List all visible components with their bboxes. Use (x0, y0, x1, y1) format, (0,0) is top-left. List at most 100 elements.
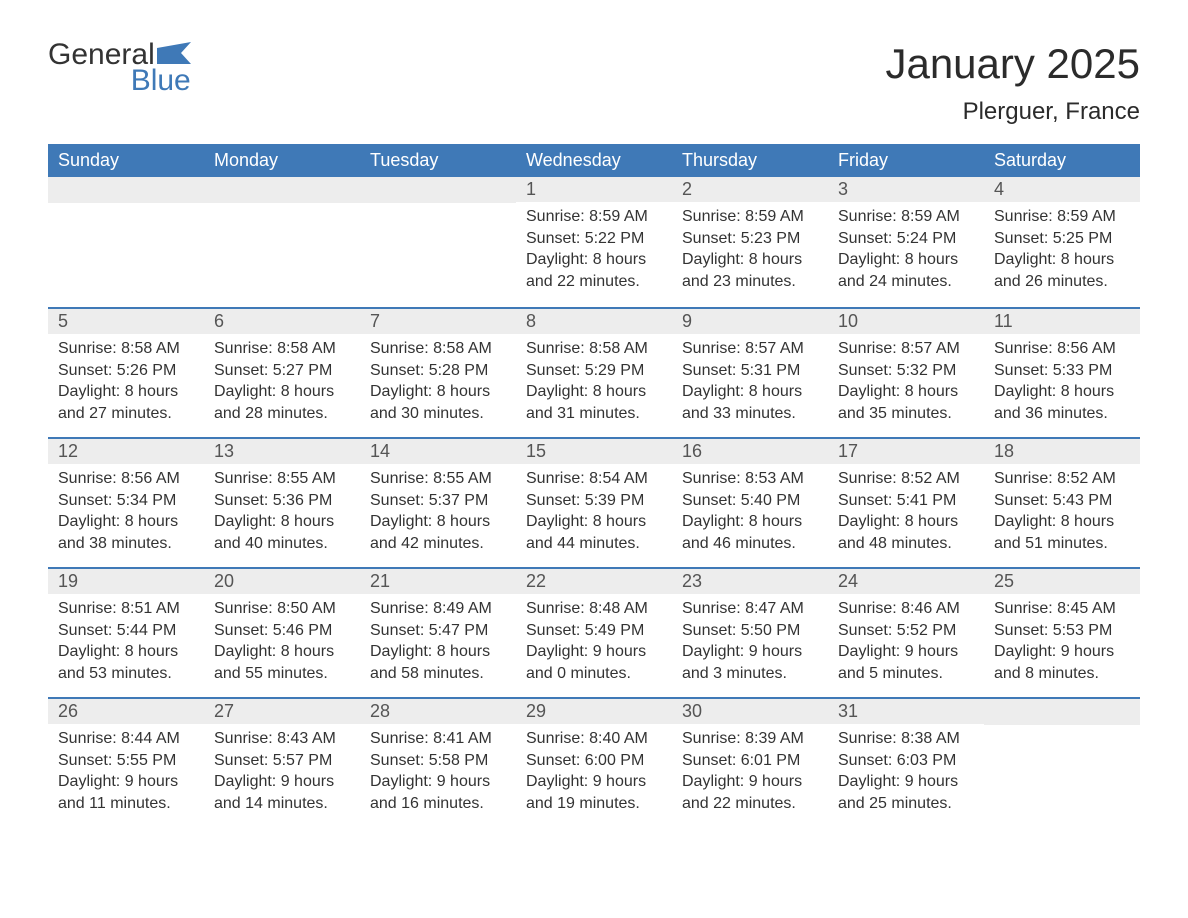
day-dl2: and 38 minutes. (58, 533, 194, 555)
day-dl1: Daylight: 8 hours (526, 511, 662, 533)
day-dl2: and 28 minutes. (214, 403, 350, 425)
day-number: 2 (672, 177, 828, 202)
calendar-body: 1Sunrise: 8:59 AMSunset: 5:22 PMDaylight… (48, 177, 1140, 827)
day-dl2: and 5 minutes. (838, 663, 974, 685)
weekday-header: Saturday (984, 144, 1140, 177)
day-sunrise: Sunrise: 8:58 AM (214, 338, 350, 360)
location: Plerguer, France (885, 98, 1140, 126)
day-number: 7 (360, 309, 516, 334)
day-dl2: and 3 minutes. (682, 663, 818, 685)
day-dl2: and 24 minutes. (838, 271, 974, 293)
day-sunrise: Sunrise: 8:58 AM (370, 338, 506, 360)
day-dl1: Daylight: 8 hours (370, 641, 506, 663)
day-sunset: Sunset: 5:58 PM (370, 750, 506, 772)
day-dl1: Daylight: 9 hours (58, 771, 194, 793)
day-dl2: and 42 minutes. (370, 533, 506, 555)
day-sunrise: Sunrise: 8:41 AM (370, 728, 506, 750)
day-number: 20 (204, 569, 360, 594)
day-details: Sunrise: 8:59 AMSunset: 5:22 PMDaylight:… (516, 202, 672, 304)
day-dl2: and 19 minutes. (526, 793, 662, 815)
calendar-day: 6Sunrise: 8:58 AMSunset: 5:27 PMDaylight… (204, 309, 360, 437)
weekday-header: Tuesday (360, 144, 516, 177)
day-sunrise: Sunrise: 8:40 AM (526, 728, 662, 750)
day-number: 14 (360, 439, 516, 464)
day-dl1: Daylight: 8 hours (994, 511, 1130, 533)
day-details: Sunrise: 8:56 AMSunset: 5:34 PMDaylight:… (48, 464, 204, 566)
day-details: Sunrise: 8:57 AMSunset: 5:32 PMDaylight:… (828, 334, 984, 436)
calendar-day: 31Sunrise: 8:38 AMSunset: 6:03 PMDayligh… (828, 699, 984, 827)
weekday-header: Monday (204, 144, 360, 177)
day-dl1: Daylight: 9 hours (526, 641, 662, 663)
calendar-day (48, 177, 204, 307)
day-sunset: Sunset: 5:46 PM (214, 620, 350, 642)
day-sunrise: Sunrise: 8:56 AM (994, 338, 1130, 360)
day-sunset: Sunset: 5:39 PM (526, 490, 662, 512)
day-number: 11 (984, 309, 1140, 334)
calendar-day: 30Sunrise: 8:39 AMSunset: 6:01 PMDayligh… (672, 699, 828, 827)
calendar-day: 9Sunrise: 8:57 AMSunset: 5:31 PMDaylight… (672, 309, 828, 437)
day-dl2: and 23 minutes. (682, 271, 818, 293)
day-sunrise: Sunrise: 8:55 AM (214, 468, 350, 490)
day-details: Sunrise: 8:52 AMSunset: 5:41 PMDaylight:… (828, 464, 984, 566)
weekday-header: Thursday (672, 144, 828, 177)
calendar-week: 5Sunrise: 8:58 AMSunset: 5:26 PMDaylight… (48, 307, 1140, 437)
day-number (48, 177, 204, 203)
day-sunset: Sunset: 5:55 PM (58, 750, 194, 772)
day-dl2: and 11 minutes. (58, 793, 194, 815)
day-details: Sunrise: 8:55 AMSunset: 5:37 PMDaylight:… (360, 464, 516, 566)
weekday-header: Sunday (48, 144, 204, 177)
calendar-day: 28Sunrise: 8:41 AMSunset: 5:58 PMDayligh… (360, 699, 516, 827)
title-block: January 2025 Plerguer, France (885, 40, 1140, 126)
day-number (984, 699, 1140, 725)
day-number: 27 (204, 699, 360, 724)
day-dl1: Daylight: 8 hours (370, 381, 506, 403)
day-sunrise: Sunrise: 8:45 AM (994, 598, 1130, 620)
day-sunrise: Sunrise: 8:58 AM (58, 338, 194, 360)
day-dl1: Daylight: 8 hours (58, 381, 194, 403)
day-dl2: and 44 minutes. (526, 533, 662, 555)
day-details: Sunrise: 8:44 AMSunset: 5:55 PMDaylight:… (48, 724, 204, 826)
calendar-day: 18Sunrise: 8:52 AMSunset: 5:43 PMDayligh… (984, 439, 1140, 567)
day-dl1: Daylight: 8 hours (838, 511, 974, 533)
day-sunset: Sunset: 5:49 PM (526, 620, 662, 642)
day-dl1: Daylight: 9 hours (370, 771, 506, 793)
day-dl1: Daylight: 9 hours (214, 771, 350, 793)
day-sunrise: Sunrise: 8:46 AM (838, 598, 974, 620)
day-number: 25 (984, 569, 1140, 594)
day-sunset: Sunset: 5:47 PM (370, 620, 506, 642)
day-sunset: Sunset: 5:37 PM (370, 490, 506, 512)
day-details: Sunrise: 8:45 AMSunset: 5:53 PMDaylight:… (984, 594, 1140, 696)
day-details: Sunrise: 8:58 AMSunset: 5:28 PMDaylight:… (360, 334, 516, 436)
day-number: 29 (516, 699, 672, 724)
day-dl2: and 14 minutes. (214, 793, 350, 815)
day-sunset: Sunset: 5:31 PM (682, 360, 818, 382)
day-sunset: Sunset: 5:22 PM (526, 228, 662, 250)
day-details: Sunrise: 8:58 AMSunset: 5:27 PMDaylight:… (204, 334, 360, 436)
day-dl1: Daylight: 8 hours (526, 249, 662, 271)
day-number: 10 (828, 309, 984, 334)
day-sunrise: Sunrise: 8:50 AM (214, 598, 350, 620)
calendar-day: 21Sunrise: 8:49 AMSunset: 5:47 PMDayligh… (360, 569, 516, 697)
day-dl1: Daylight: 8 hours (994, 249, 1130, 271)
calendar-day (204, 177, 360, 307)
day-number (204, 177, 360, 203)
day-sunset: Sunset: 5:26 PM (58, 360, 194, 382)
calendar-day: 7Sunrise: 8:58 AMSunset: 5:28 PMDaylight… (360, 309, 516, 437)
day-sunrise: Sunrise: 8:44 AM (58, 728, 194, 750)
day-sunrise: Sunrise: 8:59 AM (682, 206, 818, 228)
day-details: Sunrise: 8:41 AMSunset: 5:58 PMDaylight:… (360, 724, 516, 826)
day-number: 16 (672, 439, 828, 464)
calendar-day: 10Sunrise: 8:57 AMSunset: 5:32 PMDayligh… (828, 309, 984, 437)
day-details: Sunrise: 8:59 AMSunset: 5:23 PMDaylight:… (672, 202, 828, 304)
day-sunset: Sunset: 5:33 PM (994, 360, 1130, 382)
day-sunrise: Sunrise: 8:56 AM (58, 468, 194, 490)
day-dl2: and 27 minutes. (58, 403, 194, 425)
day-dl2: and 22 minutes. (526, 271, 662, 293)
day-number: 15 (516, 439, 672, 464)
day-sunrise: Sunrise: 8:43 AM (214, 728, 350, 750)
calendar-header-row: SundayMondayTuesdayWednesdayThursdayFrid… (48, 144, 1140, 177)
calendar-day: 5Sunrise: 8:58 AMSunset: 5:26 PMDaylight… (48, 309, 204, 437)
day-dl2: and 33 minutes. (682, 403, 818, 425)
calendar: SundayMondayTuesdayWednesdayThursdayFrid… (48, 144, 1140, 827)
day-number: 22 (516, 569, 672, 594)
